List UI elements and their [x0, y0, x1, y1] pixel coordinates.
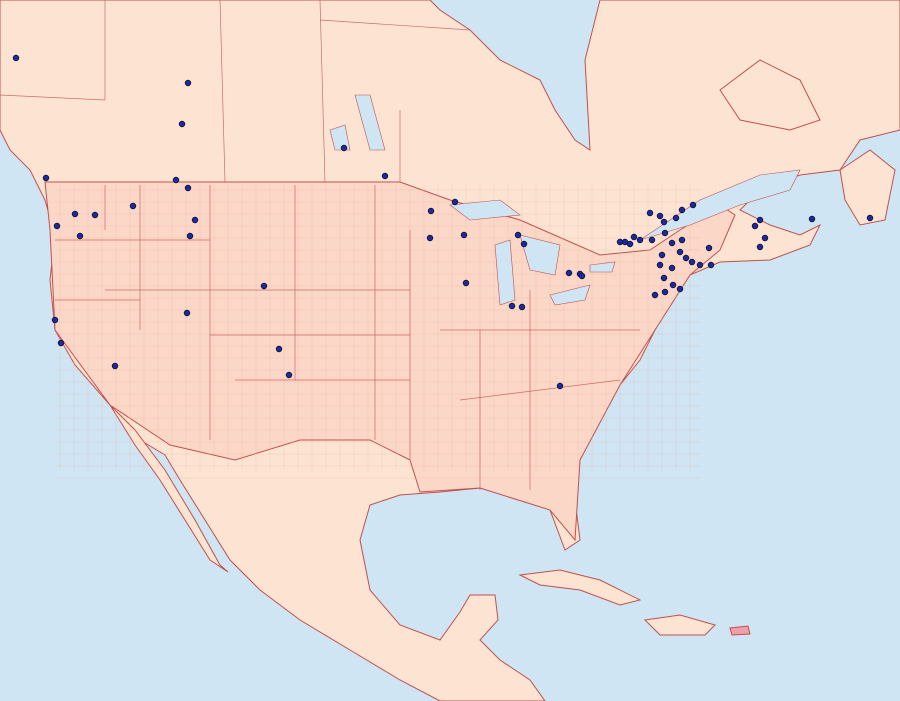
admin-border — [0, 94, 106, 101]
occurrence-marker — [660, 218, 668, 226]
baja-peninsula — [109, 404, 229, 573]
occurrence-marker — [275, 345, 283, 353]
occurrence-marker — [53, 222, 61, 230]
occurrence-marker — [756, 243, 764, 251]
occurrence-marker — [460, 231, 468, 239]
lake — [329, 124, 351, 151]
occurrence-marker — [689, 201, 697, 209]
occurrence-marker — [648, 236, 656, 244]
occurrence-marker — [646, 209, 654, 217]
lake — [589, 261, 616, 273]
occurrence-marker — [178, 120, 186, 128]
occurrence-marker — [636, 236, 644, 244]
occurrence-marker — [184, 79, 192, 87]
occurrence-marker — [111, 362, 119, 370]
gulf-of-st-lawrence — [639, 169, 801, 241]
occurrence-marker — [12, 54, 20, 62]
occurrence-marker — [183, 309, 191, 317]
united-states — [44, 181, 736, 542]
occurrence-marker — [451, 198, 459, 206]
occurrence-marker — [668, 239, 676, 247]
lake — [549, 284, 591, 306]
island — [518, 569, 642, 606]
occurrence-marker — [678, 206, 686, 214]
occurrence-marker — [660, 274, 668, 282]
occurrence-marker — [669, 281, 677, 289]
lake — [354, 94, 386, 151]
admin-border — [459, 379, 621, 401]
occurrence-marker — [71, 210, 79, 218]
occurrence-marker — [616, 238, 624, 246]
occurrence-marker — [676, 285, 684, 293]
occurrence-marker — [186, 232, 194, 240]
admin-border — [319, 19, 471, 31]
occurrence-marker — [260, 282, 268, 290]
occurrence-marker — [381, 172, 389, 180]
occurrence-marker — [676, 248, 684, 256]
occurrence-marker — [705, 244, 713, 252]
occurrence-markers — [12, 54, 874, 390]
occurrence-marker — [661, 288, 669, 296]
occurrence-marker — [426, 234, 434, 242]
puerto-rico — [729, 625, 751, 636]
island — [719, 59, 821, 131]
occurrence-marker — [682, 254, 690, 262]
occurrence-marker — [514, 231, 522, 239]
occurrence-marker — [172, 176, 180, 184]
admin-border — [319, 0, 326, 183]
occurrence-marker — [129, 202, 137, 210]
occurrence-marker — [191, 216, 199, 224]
occurrence-marker — [340, 144, 348, 152]
occurrence-marker — [651, 291, 659, 299]
occurrence-marker — [661, 229, 669, 237]
occurrence-marker — [76, 232, 84, 240]
occurrence-marker — [756, 216, 764, 224]
occurrence-marker — [184, 184, 192, 192]
admin-border — [219, 0, 226, 183]
occurrence-marker — [672, 214, 680, 222]
occurrence-marker — [866, 214, 874, 222]
occurrence-marker — [626, 240, 634, 248]
occurrence-marker — [285, 371, 293, 379]
occurrence-marker — [556, 382, 564, 390]
occurrence-marker — [462, 279, 470, 287]
occurrence-marker — [57, 339, 65, 347]
occurrence-marker — [42, 174, 50, 182]
occurrence-marker — [658, 251, 666, 259]
border-layer — [0, 0, 700, 490]
occurrence-marker — [51, 316, 59, 324]
occurrence-marker — [688, 258, 696, 266]
occurrence-marker — [630, 233, 638, 241]
island — [839, 149, 896, 226]
occurrence-marker — [678, 236, 686, 244]
occurrence-marker — [520, 240, 528, 248]
occurrence-marker — [808, 215, 816, 223]
occurrence-marker — [761, 234, 769, 242]
occurrence-marker — [565, 269, 573, 277]
occurrence-marker — [751, 222, 759, 230]
lake — [494, 239, 516, 306]
occurrence-marker — [518, 303, 526, 311]
occurrence-marker — [578, 272, 586, 280]
water-layer — [329, 94, 801, 306]
lake — [519, 234, 561, 276]
occurrence-marker — [707, 261, 715, 269]
occurrence-marker — [668, 264, 676, 272]
occurrence-marker — [508, 302, 516, 310]
occurrence-marker — [656, 261, 664, 269]
occurrence-marker — [91, 211, 99, 219]
island — [643, 614, 716, 636]
occurrence-marker — [656, 212, 664, 220]
lake — [449, 199, 521, 221]
occurrence-marker — [427, 207, 435, 215]
occurrence-marker — [696, 261, 704, 269]
